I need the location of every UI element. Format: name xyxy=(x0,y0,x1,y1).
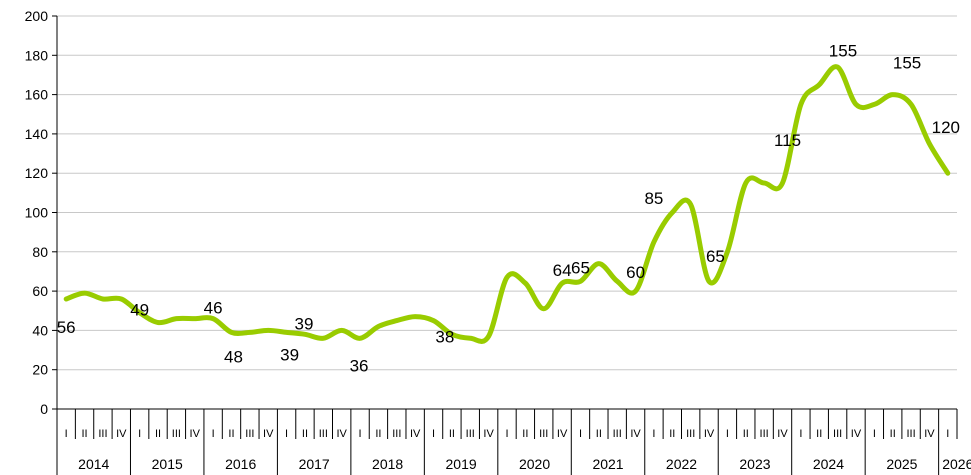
quarter-label: I xyxy=(285,428,288,440)
quarter-label: III xyxy=(392,428,401,440)
quarter-label: IV xyxy=(190,428,201,440)
quarter-label: IV xyxy=(851,428,862,440)
data-label: 38 xyxy=(435,327,454,346)
quarter-label: IV xyxy=(410,428,421,440)
quarter-label: I xyxy=(579,428,582,440)
quarter-label: II xyxy=(816,428,822,440)
quarter-label: III xyxy=(906,428,915,440)
y-axis-tick-labels: 0 20 40 60 80 100 120 140 160 180 200 xyxy=(25,8,49,417)
quarter-label: I xyxy=(799,428,802,440)
data-label: 39 xyxy=(280,345,299,364)
data-label: 39 xyxy=(294,314,313,333)
quarter-label: III xyxy=(539,428,548,440)
quarter-label: II xyxy=(596,428,602,440)
quarter-label: I xyxy=(65,428,68,440)
year-label: 2021 xyxy=(592,456,623,472)
quarter-label: II xyxy=(669,428,675,440)
quarter-label: I xyxy=(873,428,876,440)
data-label: 115 xyxy=(774,131,801,150)
quarter-label: III xyxy=(613,428,622,440)
quarter-label: I xyxy=(946,428,949,440)
quarter-label: IV xyxy=(336,428,347,440)
data-label: 60 xyxy=(626,263,645,282)
quarter-label: I xyxy=(505,428,508,440)
year-label: 2024 xyxy=(813,456,844,472)
year-label: 2019 xyxy=(446,456,477,472)
data-label: 65 xyxy=(571,258,590,277)
data-label: 65 xyxy=(706,247,725,266)
quarter-label: II xyxy=(81,428,87,440)
axes xyxy=(56,16,957,410)
quarter-label: III xyxy=(245,428,254,440)
data-label: 155 xyxy=(893,53,921,72)
quarter-label: III xyxy=(686,428,695,440)
year-label: 2014 xyxy=(78,456,109,472)
data-label: 56 xyxy=(57,318,76,337)
quarter-label: IV xyxy=(924,428,935,440)
y-tick-label: 120 xyxy=(25,165,49,181)
y-tick-label: 180 xyxy=(25,47,49,63)
quarter-label: III xyxy=(833,428,842,440)
quarter-label: I xyxy=(726,428,729,440)
quarter-label: II xyxy=(155,428,161,440)
quarter-label: III xyxy=(319,428,328,440)
y-tick-label: 0 xyxy=(40,401,48,417)
grid-lines xyxy=(52,15,957,410)
quarter-label: IV xyxy=(704,428,715,440)
data-label: 46 xyxy=(204,299,223,318)
quarter-label: I xyxy=(359,428,362,440)
quarter-label: I xyxy=(138,428,141,440)
year-label: 2018 xyxy=(372,456,403,472)
quarter-label: III xyxy=(466,428,475,440)
quarter-label: II xyxy=(228,428,234,440)
quarter-label: III xyxy=(760,428,769,440)
quarter-label: IV xyxy=(116,428,127,440)
data-label: 64 xyxy=(553,261,572,280)
year-label: 2022 xyxy=(666,456,697,472)
data-label: 48 xyxy=(224,347,243,366)
quarter-label: I xyxy=(212,428,215,440)
y-tick-label: 140 xyxy=(25,126,49,142)
data-label: 120 xyxy=(932,118,960,137)
year-label: 2016 xyxy=(225,456,256,472)
quarter-label: IV xyxy=(483,428,494,440)
quarter-label: II xyxy=(743,428,749,440)
year-label: 2025 xyxy=(886,456,917,472)
year-label: 2023 xyxy=(739,456,770,472)
quarter-label: II xyxy=(302,428,308,440)
quarter-label: II xyxy=(375,428,381,440)
year-label: 2017 xyxy=(299,456,330,472)
y-tick-label: 100 xyxy=(25,205,49,221)
year-label: 2026 xyxy=(942,456,971,472)
year-label: 2015 xyxy=(152,456,183,472)
y-tick-label: 60 xyxy=(32,283,48,299)
series-line xyxy=(63,64,951,344)
quarter-label: III xyxy=(172,428,181,440)
quarter-label: II xyxy=(890,428,896,440)
quarter-label: IV xyxy=(557,428,568,440)
y-tick-label: 160 xyxy=(25,87,49,103)
quarter-label: II xyxy=(449,428,455,440)
quarter-label: IV xyxy=(263,428,274,440)
quarter-label: III xyxy=(98,428,107,440)
quarter-label: I xyxy=(432,428,435,440)
y-tick-label: 40 xyxy=(32,322,48,338)
quarter-label: I xyxy=(652,428,655,440)
y-tick-label: 80 xyxy=(32,244,48,260)
x-axis-categories: I II III IV I II III IV I II III IV I II III IV I II III IV… xyxy=(56,409,971,475)
y-tick-label: 20 xyxy=(32,362,48,378)
data-label: 85 xyxy=(644,189,663,208)
year-label: 2020 xyxy=(519,456,550,472)
data-label: 155 xyxy=(829,41,857,60)
data-label: 36 xyxy=(350,356,369,375)
quarter-label: II xyxy=(522,428,528,440)
y-tick-label: 200 xyxy=(25,8,49,24)
quarter-label: IV xyxy=(630,428,641,440)
data-label: 49 xyxy=(130,301,149,320)
quarter-label: IV xyxy=(777,428,788,440)
